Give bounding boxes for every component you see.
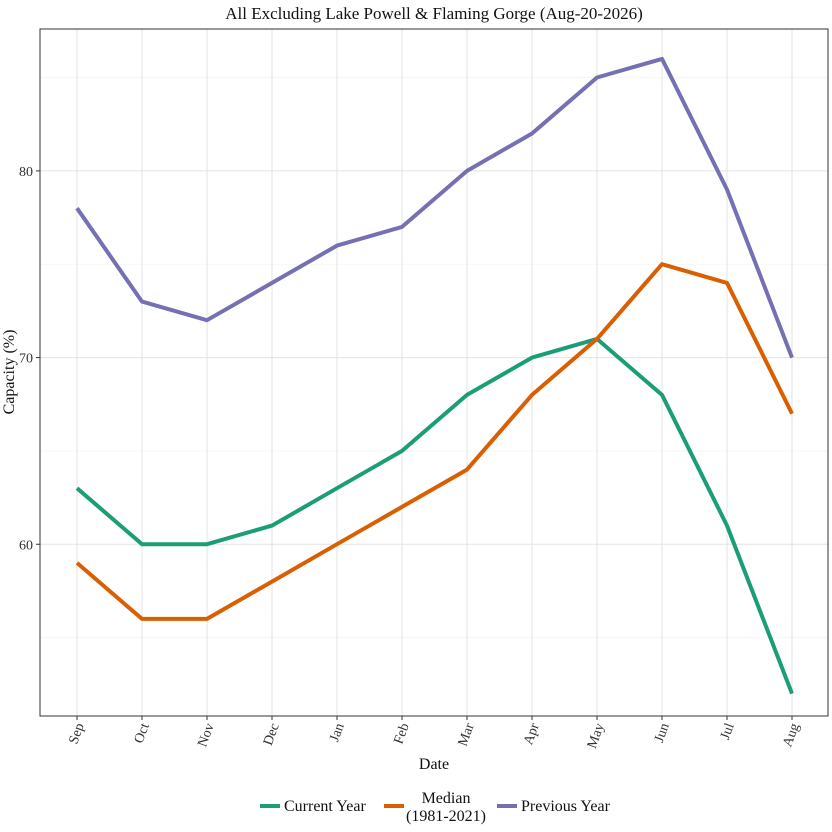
legend-item-previous-year: Previous Year	[497, 798, 611, 815]
y-tick-label: 80	[19, 165, 33, 180]
plot-panel	[40, 29, 828, 716]
plot-border	[39, 28, 829, 717]
legend-label: Median	[422, 790, 471, 807]
x-tick-label: Mar	[456, 721, 478, 748]
series-line-current-year	[75, 336, 794, 695]
y-tick-label: 60	[19, 538, 33, 553]
legend-label: Previous Year	[521, 798, 611, 815]
x-tick-label: Jul	[718, 721, 738, 742]
series-line-median	[75, 262, 794, 621]
x-tick-label: Aug	[780, 721, 802, 749]
legend-item-median: Median(1981-2021)	[384, 790, 486, 825]
legend-label-sub: (1981-2021)	[406, 808, 486, 825]
y-axis-title: Capacity (%)	[1, 330, 18, 415]
legend-label: Current Year	[284, 798, 366, 815]
x-axis: Sep Oct Nov Dec Jan Feb Mar Apr May Jun Jul Aug	[67, 716, 803, 751]
x-tick-label: Jun	[652, 721, 673, 744]
x-axis-title: Date	[419, 756, 449, 773]
x-tick-label: Sep	[67, 721, 88, 746]
series-line-previous-year	[75, 56, 794, 359]
x-tick-label: Jan	[327, 721, 347, 744]
y-tick-label: 70	[19, 352, 33, 367]
x-tick-label: Oct	[132, 721, 153, 745]
legend: Current Year Median(1981-2021) Previous Ye…	[260, 790, 611, 825]
x-tick-label: May	[585, 721, 608, 750]
legend-item-current-year: Current Year	[260, 798, 366, 815]
y-axis: 60 70 80	[19, 165, 40, 553]
x-tick-label: Dec	[261, 721, 283, 747]
x-tick-label: Apr	[521, 721, 543, 747]
series-lines	[75, 56, 794, 695]
x-tick-label: Nov	[195, 721, 217, 749]
grid-lines	[40, 29, 828, 716]
chart-title: All Excluding Lake Powell & Flaming Gorg…	[225, 4, 643, 23]
x-tick-label: Feb	[392, 721, 413, 746]
